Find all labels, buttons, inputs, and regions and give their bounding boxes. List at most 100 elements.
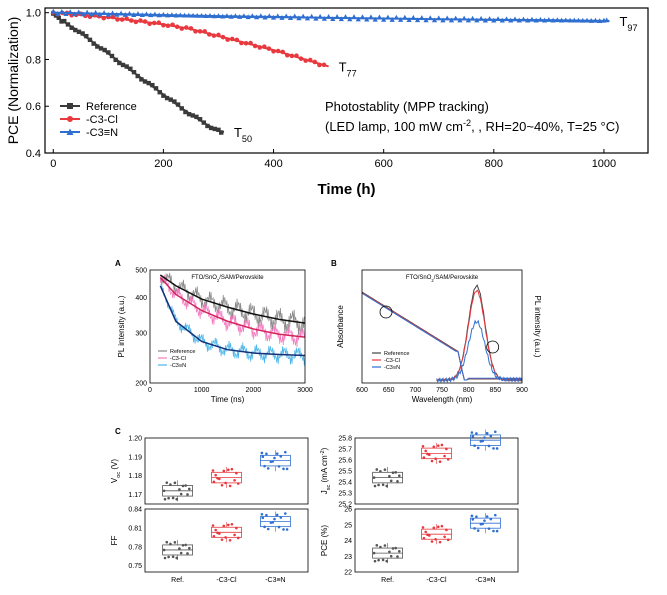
data-point xyxy=(218,477,221,481)
data-point xyxy=(430,459,434,463)
data-point xyxy=(396,555,399,558)
data-point xyxy=(165,540,169,544)
y-axis-label: Voc (V) xyxy=(110,459,122,483)
data-point xyxy=(438,540,442,544)
data-marker xyxy=(102,47,107,53)
data-point xyxy=(216,476,219,480)
data-marker xyxy=(307,57,313,63)
data-marker xyxy=(253,14,260,20)
data-marker xyxy=(303,58,308,63)
data-point xyxy=(265,513,268,517)
data-marker xyxy=(241,13,247,19)
data-marker xyxy=(153,86,159,91)
data-marker xyxy=(444,15,450,21)
data-point xyxy=(483,519,486,522)
legend-label: Reference xyxy=(86,101,137,113)
y-tick-label: 25 xyxy=(344,522,352,529)
boxplot-frame xyxy=(354,437,519,505)
pl-line-2 xyxy=(436,319,523,384)
data-marker xyxy=(474,17,480,23)
data-point xyxy=(388,474,391,478)
y-tick-label: 25.2 xyxy=(338,502,352,509)
data-point xyxy=(445,447,448,451)
data-marker xyxy=(248,40,253,46)
end-label-2: T97 xyxy=(619,14,637,33)
data-marker xyxy=(372,16,378,22)
data-marker xyxy=(520,16,527,22)
data-marker xyxy=(169,12,175,17)
data-marker xyxy=(126,10,133,16)
data-marker xyxy=(580,17,586,23)
y-tick-label: 25.5 xyxy=(338,469,352,476)
data-marker xyxy=(212,126,217,132)
data-point xyxy=(437,444,440,447)
data-point xyxy=(228,484,232,488)
data-point xyxy=(186,493,189,496)
data-point xyxy=(373,484,377,488)
data-marker xyxy=(110,14,116,20)
legend-label: -C3≡N xyxy=(170,363,186,369)
data-marker xyxy=(567,17,573,23)
data-marker xyxy=(406,17,412,23)
x-tick-label: 1000 xyxy=(194,387,210,394)
data-point xyxy=(428,453,431,457)
data-marker xyxy=(491,17,497,23)
data-point xyxy=(430,540,434,543)
data-marker xyxy=(114,11,120,17)
data-marker xyxy=(88,11,94,17)
data-marker xyxy=(588,18,594,23)
data-marker xyxy=(197,29,203,34)
data-point xyxy=(188,487,191,491)
data-point xyxy=(375,468,379,471)
data-point xyxy=(275,513,279,517)
data-marker xyxy=(575,17,582,23)
data-marker xyxy=(186,12,192,18)
x-tick-label: 600 xyxy=(356,387,368,394)
data-point xyxy=(495,447,499,450)
x-tick-label: Ref. xyxy=(381,577,394,584)
x-axis-label: Wavelength (nm) xyxy=(412,395,473,404)
data-marker xyxy=(76,29,82,35)
data-marker xyxy=(207,13,213,18)
data-marker xyxy=(161,22,166,28)
data-marker xyxy=(208,125,214,131)
data-marker xyxy=(157,90,162,95)
data-point xyxy=(443,535,446,539)
data-marker xyxy=(237,14,243,19)
data-point xyxy=(179,492,183,496)
data-marker xyxy=(571,17,577,23)
data-point xyxy=(434,537,437,541)
fit-line-2 xyxy=(159,285,306,357)
data-marker xyxy=(292,13,298,19)
data-marker xyxy=(118,10,124,16)
y-tick-label: 1.20 xyxy=(128,436,142,443)
pl-line-1 xyxy=(436,289,523,382)
data-marker xyxy=(317,62,322,68)
data-marker xyxy=(525,17,531,23)
data-marker xyxy=(106,50,111,55)
data-marker xyxy=(220,34,226,40)
data-point xyxy=(178,488,181,491)
data-marker xyxy=(165,23,171,29)
data-marker xyxy=(245,14,251,20)
data-marker xyxy=(164,95,170,101)
data-point xyxy=(476,529,480,532)
data-marker xyxy=(156,20,162,26)
data-marker xyxy=(193,29,198,34)
data-marker xyxy=(54,11,61,16)
data-marker xyxy=(109,53,115,59)
data-point xyxy=(394,546,398,550)
data-marker xyxy=(275,48,281,54)
data-marker xyxy=(321,62,327,68)
y-tick-label: 1.19 xyxy=(128,454,142,461)
data-point xyxy=(235,471,238,475)
x-tick-label: 1000 xyxy=(592,158,616,170)
box xyxy=(372,471,404,484)
data-marker xyxy=(219,130,224,135)
data-marker xyxy=(119,17,125,22)
data-marker xyxy=(172,99,177,104)
data-point xyxy=(489,434,493,438)
data-marker xyxy=(326,13,332,19)
x-tick-label: 0 xyxy=(50,158,56,170)
data-marker xyxy=(122,12,128,17)
